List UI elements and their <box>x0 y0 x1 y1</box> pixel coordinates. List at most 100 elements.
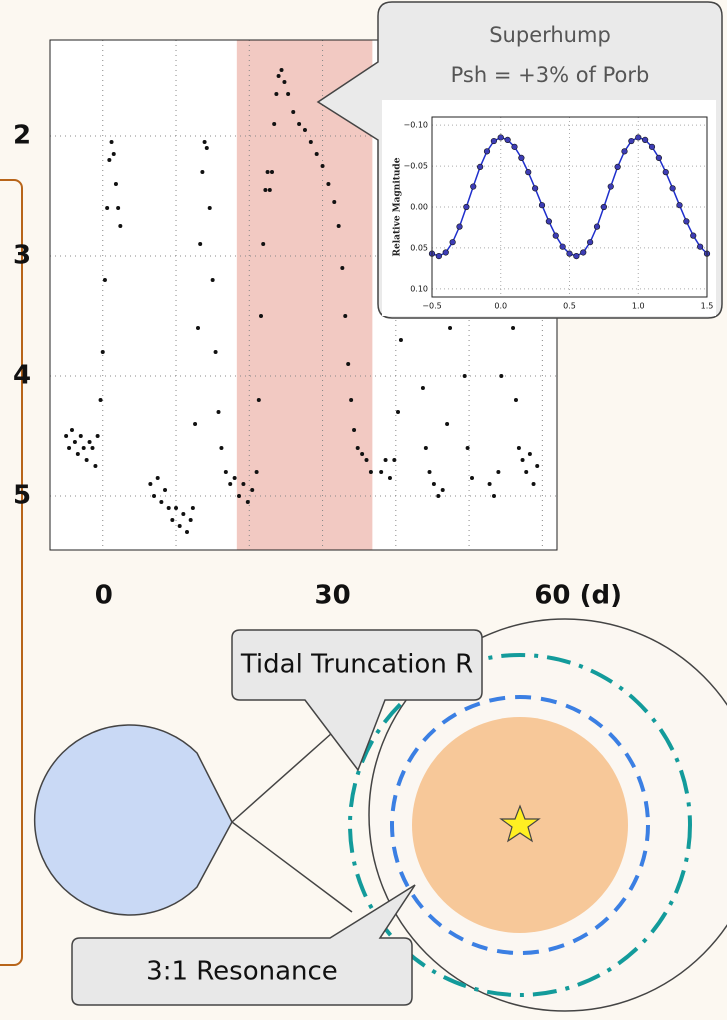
data-point <box>343 314 348 318</box>
inset-chart: −0.10 −0.05 0.00 0.05 0.10 −0.5 0.0 0.5 1.0 1.5 <box>403 116 713 311</box>
data-point <box>190 506 195 510</box>
data-point <box>470 476 475 480</box>
inset-title: Superhump <box>489 23 611 47</box>
data-point <box>336 224 341 228</box>
data-point <box>398 338 403 342</box>
plot-area <box>432 117 707 297</box>
data-point <box>532 185 539 192</box>
y-tick-label: 4 <box>13 361 31 391</box>
data-point <box>427 470 432 474</box>
data-point <box>518 154 525 162</box>
data-point <box>200 170 205 174</box>
data-point <box>166 506 171 510</box>
data-point <box>442 249 449 256</box>
data-point <box>368 470 373 474</box>
data-point <box>272 122 277 126</box>
data-point <box>105 206 110 210</box>
data-point <box>621 148 628 155</box>
data-point <box>177 524 182 528</box>
data-point <box>107 158 112 162</box>
data-point <box>440 488 445 492</box>
data-point <box>188 518 193 522</box>
data-point <box>504 136 511 144</box>
data-point <box>241 482 246 486</box>
data-point <box>346 362 351 366</box>
data-point <box>423 446 428 450</box>
data-point <box>198 242 203 246</box>
data-point <box>511 143 518 150</box>
data-point <box>204 146 209 150</box>
data-point <box>445 422 450 426</box>
data-point <box>535 464 540 468</box>
data-point <box>669 185 676 192</box>
data-point <box>396 410 401 414</box>
resonance-radius <box>390 695 650 955</box>
data-point <box>352 428 357 432</box>
lobe-line <box>231 821 353 913</box>
callout <box>231 629 483 772</box>
data-point <box>64 434 69 438</box>
data-point <box>463 203 470 211</box>
callout-text: 3:1 Resonance <box>146 957 338 987</box>
data-point <box>95 434 100 438</box>
data-point <box>102 278 107 282</box>
data-point <box>254 470 259 474</box>
data-point <box>267 188 272 192</box>
data-point <box>210 278 215 282</box>
data-point <box>614 163 621 171</box>
y-tick-label: 0.05 <box>410 243 428 252</box>
data-point <box>593 223 601 230</box>
data-point <box>223 470 228 474</box>
data-point <box>263 188 268 192</box>
data-point <box>219 446 224 450</box>
data-point <box>116 206 121 210</box>
data-point <box>642 136 649 144</box>
data-point <box>237 494 242 498</box>
data-point <box>202 140 207 144</box>
data-point <box>259 314 264 318</box>
data-point <box>436 494 441 498</box>
data-point <box>580 249 587 256</box>
lobe-line <box>231 732 333 823</box>
data-point <box>291 110 296 114</box>
data-point <box>462 374 467 378</box>
data-point <box>84 458 89 462</box>
data-point <box>449 239 456 246</box>
data-point <box>456 223 463 230</box>
data-point <box>155 476 160 480</box>
data-point <box>297 122 302 126</box>
data-point <box>531 482 536 486</box>
tidal-radius <box>348 653 692 997</box>
data-point <box>513 398 518 402</box>
data-point <box>527 452 532 456</box>
data-point <box>75 452 80 456</box>
data-point <box>109 140 114 144</box>
data-point <box>566 250 573 257</box>
data-point <box>511 326 516 330</box>
data-point <box>245 500 250 504</box>
data-point <box>118 224 123 228</box>
data-point <box>435 252 442 260</box>
data-point <box>497 134 504 141</box>
white-dwarf <box>499 804 541 843</box>
data-point <box>516 446 521 450</box>
donor-lobe <box>33 724 233 916</box>
y-tick-label: 0.00 <box>410 203 428 212</box>
x-tick-label: 0 <box>95 581 113 611</box>
data-point <box>552 232 559 239</box>
data-point <box>90 446 95 450</box>
highlight-band <box>236 40 373 550</box>
data-point <box>683 218 690 225</box>
data-point <box>524 470 529 474</box>
data-point <box>600 203 607 211</box>
data-point <box>228 482 233 486</box>
data-point <box>559 243 566 250</box>
data-point <box>490 137 497 145</box>
y-tick-label: 2 <box>13 121 31 151</box>
data-point <box>113 182 118 186</box>
y-tick-label: −0.10 <box>403 121 428 130</box>
data-point <box>465 446 470 450</box>
side-panel <box>0 179 23 966</box>
data-point <box>314 152 319 156</box>
